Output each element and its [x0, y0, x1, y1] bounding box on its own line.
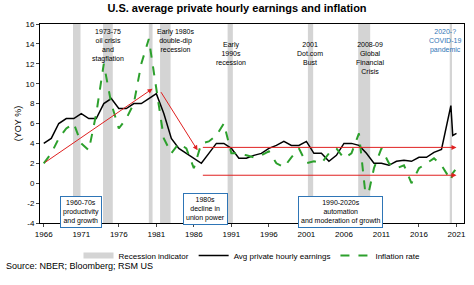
svg-text:10: 10	[25, 80, 34, 89]
svg-text:Avg private hourly earnings: Avg private hourly earnings	[234, 252, 331, 261]
svg-text:1960-70sproductivityand growth: 1960-70sproductivityand growth	[63, 199, 99, 225]
svg-text:Early1990srecession: Early1990srecession	[216, 41, 246, 66]
svg-text:-2: -2	[27, 199, 35, 208]
svg-text:14: 14	[25, 40, 34, 49]
svg-text:6: 6	[30, 119, 35, 128]
svg-text:2020-?COVID-19pandemic: 2020-?COVID-19pandemic	[429, 28, 461, 54]
svg-text:Recession indicator: Recession indicator	[119, 252, 189, 261]
svg-text:12: 12	[25, 60, 34, 69]
svg-text:2001Dot.comBust: 2001Dot.comBust	[297, 41, 323, 66]
svg-text:1990-2020sautomationand modera: 1990-2020sautomationand moderation of gr…	[301, 199, 380, 225]
svg-text:8: 8	[30, 99, 35, 108]
svg-text:1980sdecline inunion power: 1980sdecline inunion power	[186, 196, 225, 222]
svg-text:1973-75oil crisisandstagflatio: 1973-75oil crisisandstagflation	[92, 28, 124, 63]
svg-text:2001: 2001	[298, 230, 316, 239]
svg-text:U.S. average private hourly ea: U.S. average private hourly earnings and…	[107, 2, 366, 14]
svg-text:Early 1980sdouble-diprecession: Early 1980sdouble-diprecession	[157, 28, 194, 53]
svg-text:Source: NBER; Bloomberg; RSM U: Source: NBER; Bloomberg; RSM US	[6, 261, 153, 271]
svg-text:2008-09GlobalFinancialCrisis: 2008-09GlobalFinancialCrisis	[356, 41, 384, 75]
svg-text:2011: 2011	[373, 230, 391, 239]
svg-text:1996: 1996	[260, 230, 278, 239]
svg-text:1976: 1976	[110, 230, 128, 239]
svg-text:Inflation rate: Inflation rate	[375, 252, 420, 261]
svg-text:16: 16	[25, 20, 34, 29]
svg-text:1971: 1971	[72, 230, 90, 239]
svg-text:2016: 2016	[410, 230, 428, 239]
svg-text:1991: 1991	[222, 230, 240, 239]
svg-text:(YOY %): (YOY %)	[13, 106, 23, 141]
svg-text:1981: 1981	[147, 230, 165, 239]
svg-text:4: 4	[30, 139, 35, 148]
svg-text:-4: -4	[27, 219, 35, 228]
svg-text:1966: 1966	[35, 230, 53, 239]
svg-text:2006: 2006	[335, 230, 353, 239]
svg-text:2: 2	[30, 159, 35, 168]
svg-text:2021: 2021	[448, 230, 466, 239]
svg-text:0: 0	[30, 179, 35, 188]
svg-text:1986: 1986	[185, 230, 203, 239]
